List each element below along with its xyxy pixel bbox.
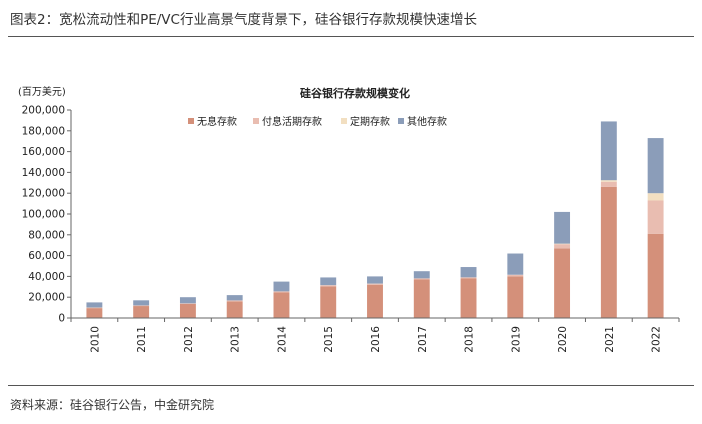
bar-2022-无息存款 <box>647 233 664 318</box>
bar-2012-其他存款 <box>179 297 196 304</box>
bar-2015-其他存款 <box>320 277 337 286</box>
top-divider <box>8 36 694 37</box>
bar-2020-无息存款 <box>554 248 571 318</box>
x-tick-label: 2017 <box>417 326 429 353</box>
y-tick-label: 80,000 <box>28 229 65 241</box>
x-tick-label: 2020 <box>557 326 569 353</box>
bar-2011-付息活期存款 <box>133 305 150 307</box>
legend-swatch <box>188 118 194 124</box>
legend-label: 定期存款 <box>350 115 390 128</box>
bar-2011-其他存款 <box>133 300 150 306</box>
bar-2015-无息存款 <box>320 286 337 318</box>
bar-2017-无息存款 <box>413 279 430 318</box>
legend-swatch <box>398 118 404 124</box>
bar-2017-其他存款 <box>413 271 430 279</box>
bar-2010-无息存款 <box>86 308 103 318</box>
bar-2022-付息活期存款 <box>647 200 664 234</box>
bar-2019-付息活期存款 <box>507 274 524 277</box>
bar-2018-其他存款 <box>460 267 477 278</box>
y-axis: 0 20,000 40,000 60,000 80,000 100,000 120,000 1… <box>22 105 72 325</box>
bars <box>86 121 664 318</box>
bar-2020-付息活期存款 <box>554 244 571 249</box>
bar-2019-无息存款 <box>507 276 524 318</box>
y-tick-label: 140,000 <box>22 167 65 179</box>
y-tick-label: 100,000 <box>22 209 65 221</box>
bar-2020-定期存款 <box>554 243 571 245</box>
bar-2014-无息存款 <box>273 292 290 318</box>
y-axis-label: (百万美元) <box>18 85 66 98</box>
chart-title: 硅谷银行存款规模变化 <box>300 86 410 100</box>
bar-2021-其他存款 <box>600 121 617 181</box>
y-tick-label: 60,000 <box>28 250 65 262</box>
x-tick-label: 2010 <box>89 326 101 353</box>
bar-2018-付息活期存款 <box>460 277 477 279</box>
bar-2021-付息活期存款 <box>600 181 617 187</box>
bottom-divider <box>8 385 694 386</box>
x-tick-label: 2019 <box>510 326 522 353</box>
y-tick-label: 160,000 <box>22 146 65 158</box>
bar-2016-无息存款 <box>367 284 383 318</box>
x-tick-label: 2016 <box>370 326 382 353</box>
legend-label: 付息活期存款 <box>262 115 322 128</box>
source-note: 资料来源：硅谷银行公告，中金研究院 <box>10 398 215 412</box>
x-tick-label: 2021 <box>604 326 616 353</box>
bar-2013-无息存款 <box>226 301 243 318</box>
bar-2013-付息活期存款 <box>226 300 243 302</box>
bar-2016-其他存款 <box>367 276 383 284</box>
bar-2010-其他存款 <box>86 302 103 308</box>
legend-label: 其他存款 <box>407 115 447 128</box>
x-tick-label: 2015 <box>323 326 335 353</box>
legend: 无息存款 付息活期存款 定期存款 其他存款 <box>188 115 447 128</box>
x-tick-label: 2011 <box>136 326 148 353</box>
x-tick-label: 2012 <box>183 326 195 353</box>
bar-2020-其他存款 <box>554 211 571 244</box>
bar-2013-其他存款 <box>226 295 243 301</box>
bar-2012-付息活期存款 <box>179 303 196 304</box>
bar-2018-无息存款 <box>460 278 477 318</box>
legend-swatch <box>341 118 347 124</box>
bar-2014-其他存款 <box>273 281 290 292</box>
bar-2014-付息活期存款 <box>273 291 290 293</box>
y-tick-label: 20,000 <box>28 292 65 304</box>
y-tick-label: 180,000 <box>22 125 65 137</box>
legend-label: 无息存款 <box>197 115 237 128</box>
x-tick-label: 2022 <box>651 326 663 353</box>
y-tick-label: 120,000 <box>22 188 65 200</box>
legend-swatch <box>253 118 259 124</box>
bar-2022-其他存款 <box>647 138 664 194</box>
bar-2019-其他存款 <box>507 253 524 275</box>
x-tick-label: 2018 <box>464 326 476 353</box>
y-tick-label: 0 <box>58 313 65 325</box>
x-tick-label: 2014 <box>276 326 288 353</box>
bar-2012-无息存款 <box>179 303 196 318</box>
bar-2022-定期存款 <box>647 193 664 201</box>
bar-2021-定期存款 <box>600 180 617 182</box>
bar-2015-付息活期存款 <box>320 285 337 287</box>
bar-2010-付息活期存款 <box>86 307 103 309</box>
y-tick-label: 200,000 <box>22 105 65 117</box>
bar-2011-无息存款 <box>133 306 150 318</box>
x-tick-label: 2013 <box>230 326 242 353</box>
bar-2021-无息存款 <box>600 186 617 318</box>
bar-2016-付息活期存款 <box>367 283 383 285</box>
figure-title: 图表2：宽松流动性和PE/VC行业高景气度背景下，硅谷银行存款规模快速增长 <box>10 12 477 28</box>
x-axis: 2010 2011 2012 2013 2014 2015 2016 2017 2018 2019… <box>70 317 680 353</box>
y-tick-label: 40,000 <box>28 271 65 283</box>
bar-2017-付息活期存款 <box>413 278 430 280</box>
